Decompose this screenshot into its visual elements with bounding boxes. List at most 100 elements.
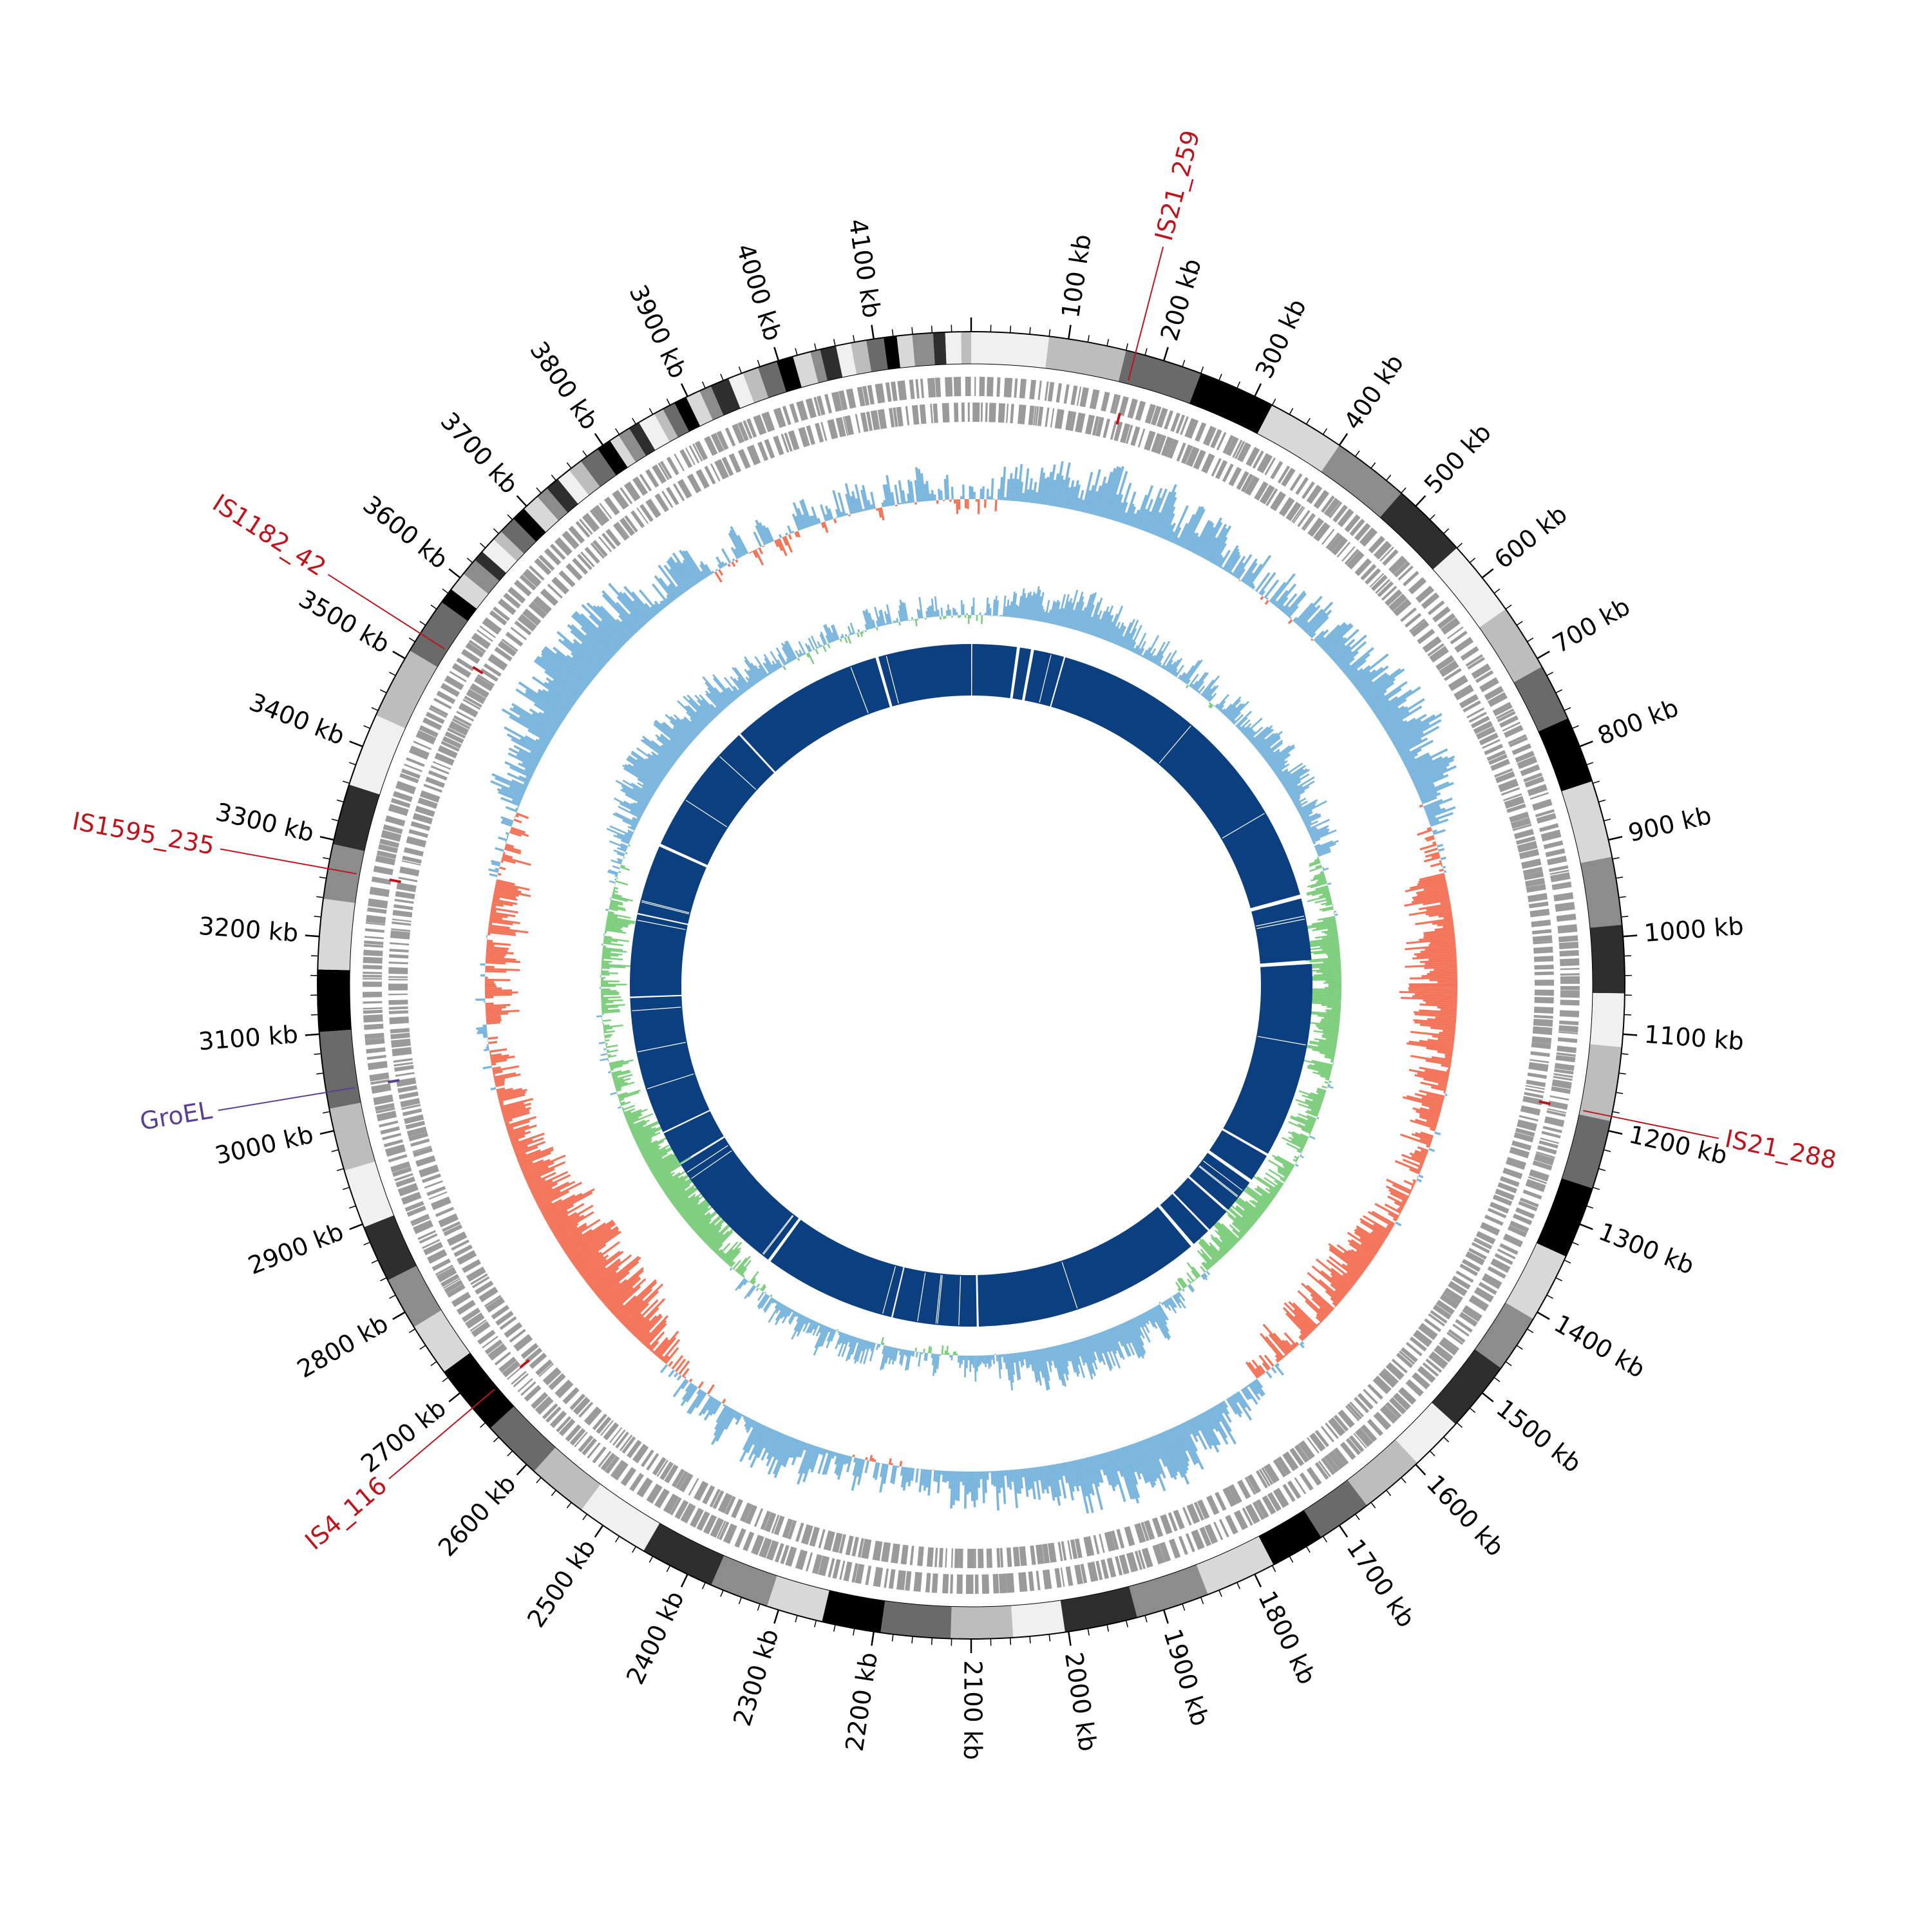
signal-bar xyxy=(516,1152,527,1159)
gene-block xyxy=(1273,1459,1287,1478)
signal-bar xyxy=(538,1201,553,1210)
signal-bar xyxy=(755,519,768,545)
signal-bar xyxy=(1318,893,1331,898)
gene-block xyxy=(737,421,749,442)
gene-block xyxy=(846,388,857,409)
signal-bar xyxy=(1315,1024,1340,1028)
signal-bar xyxy=(652,1337,668,1355)
signal-bar xyxy=(1314,840,1333,849)
signal-bar xyxy=(487,939,493,943)
signal-bar xyxy=(488,924,510,929)
gene-block xyxy=(573,1396,591,1416)
gene-block xyxy=(1391,1358,1408,1374)
signal-bar xyxy=(1379,705,1405,723)
gene-block xyxy=(1130,426,1141,446)
signal-bar xyxy=(661,1339,681,1361)
signal-bar xyxy=(1425,1059,1452,1066)
signal-bar xyxy=(603,1048,607,1050)
gene-block xyxy=(383,1139,404,1148)
gene-block xyxy=(1439,1293,1459,1309)
signal-bar xyxy=(1280,764,1306,783)
signal-bar xyxy=(1329,1246,1365,1273)
signal-bar xyxy=(940,1470,943,1475)
signal-bar xyxy=(1012,467,1018,502)
signal-bar xyxy=(836,1454,844,1476)
signal-bar xyxy=(1318,877,1326,882)
signal-bar xyxy=(486,1014,501,1018)
signal-bar xyxy=(888,1347,894,1365)
gene-block xyxy=(363,949,383,956)
signal-bar xyxy=(1437,922,1454,927)
signal-bar xyxy=(615,1279,657,1318)
signal-bar xyxy=(1211,1220,1237,1245)
gene-block xyxy=(1510,817,1531,829)
gene-block xyxy=(1522,1095,1543,1106)
signal-bar xyxy=(544,1191,593,1220)
gene-block xyxy=(1499,1243,1519,1255)
gene-block xyxy=(1484,743,1504,755)
gene-block xyxy=(1234,440,1245,459)
gene-block xyxy=(1354,1397,1370,1414)
signal-bar xyxy=(645,1143,679,1162)
signal-bar xyxy=(1262,742,1283,759)
gene-block xyxy=(746,444,761,466)
signal-bar xyxy=(839,638,842,642)
signal-bar xyxy=(1084,1337,1094,1363)
signal-bar xyxy=(647,1157,663,1167)
signal-bar xyxy=(509,831,522,837)
signal-bar xyxy=(762,1297,773,1311)
ideogram-band xyxy=(1505,1243,1566,1320)
signal-bar xyxy=(707,687,726,709)
signal-bar xyxy=(837,492,846,516)
signal-bar xyxy=(1410,1030,1455,1038)
gene-block xyxy=(1379,1405,1399,1424)
signal-bar xyxy=(853,1338,862,1360)
signal-bar xyxy=(1188,532,1199,551)
signal-bar xyxy=(602,952,623,956)
gene-block xyxy=(568,526,585,544)
signal-bar xyxy=(875,508,878,511)
signal-bar xyxy=(1073,1460,1081,1486)
signal-bar xyxy=(1343,647,1374,674)
signal-bar xyxy=(1283,768,1311,787)
signal-bar xyxy=(1233,1221,1247,1235)
signal-bar xyxy=(1034,1467,1041,1501)
gene-block xyxy=(1168,1539,1181,1559)
minor-tick xyxy=(363,1242,370,1245)
signal-bar xyxy=(1282,768,1308,786)
signal-bar xyxy=(581,603,625,647)
tick-label: 3000 kb xyxy=(213,1120,316,1170)
gene-block xyxy=(658,462,670,480)
signal-bar xyxy=(893,620,896,623)
gene-block xyxy=(469,683,489,699)
signal-bar xyxy=(1150,511,1161,535)
minor-tick xyxy=(1429,1450,1435,1457)
signal-bar xyxy=(1386,720,1408,734)
gene-block xyxy=(1448,1329,1466,1343)
signal-bar xyxy=(1001,615,1003,617)
signal-bar xyxy=(1297,606,1316,627)
signal-bar xyxy=(925,1469,930,1488)
signal-bar xyxy=(1126,628,1137,650)
ideogram-band xyxy=(475,551,507,581)
signal-bar xyxy=(633,802,646,810)
signal-bar xyxy=(1176,677,1179,679)
signal-bar xyxy=(627,831,634,835)
signal-bar xyxy=(1417,1176,1419,1179)
gene-block xyxy=(1135,401,1146,421)
signal-bar xyxy=(601,981,609,984)
gene-block xyxy=(1455,1270,1474,1283)
signal-bar xyxy=(885,484,891,506)
signal-bar xyxy=(1279,772,1292,782)
signal-bar xyxy=(600,975,601,978)
signal-bar xyxy=(782,665,786,670)
signal-bar xyxy=(1312,988,1341,990)
signal-bar xyxy=(957,1471,961,1501)
minor-tick xyxy=(1564,1259,1571,1264)
signal-bar xyxy=(1305,957,1341,961)
signal-bar xyxy=(931,489,934,501)
signal-bar xyxy=(1132,509,1140,527)
signal-bar xyxy=(1434,967,1457,971)
signal-bar xyxy=(969,1355,971,1372)
signal-bar xyxy=(1305,937,1339,943)
